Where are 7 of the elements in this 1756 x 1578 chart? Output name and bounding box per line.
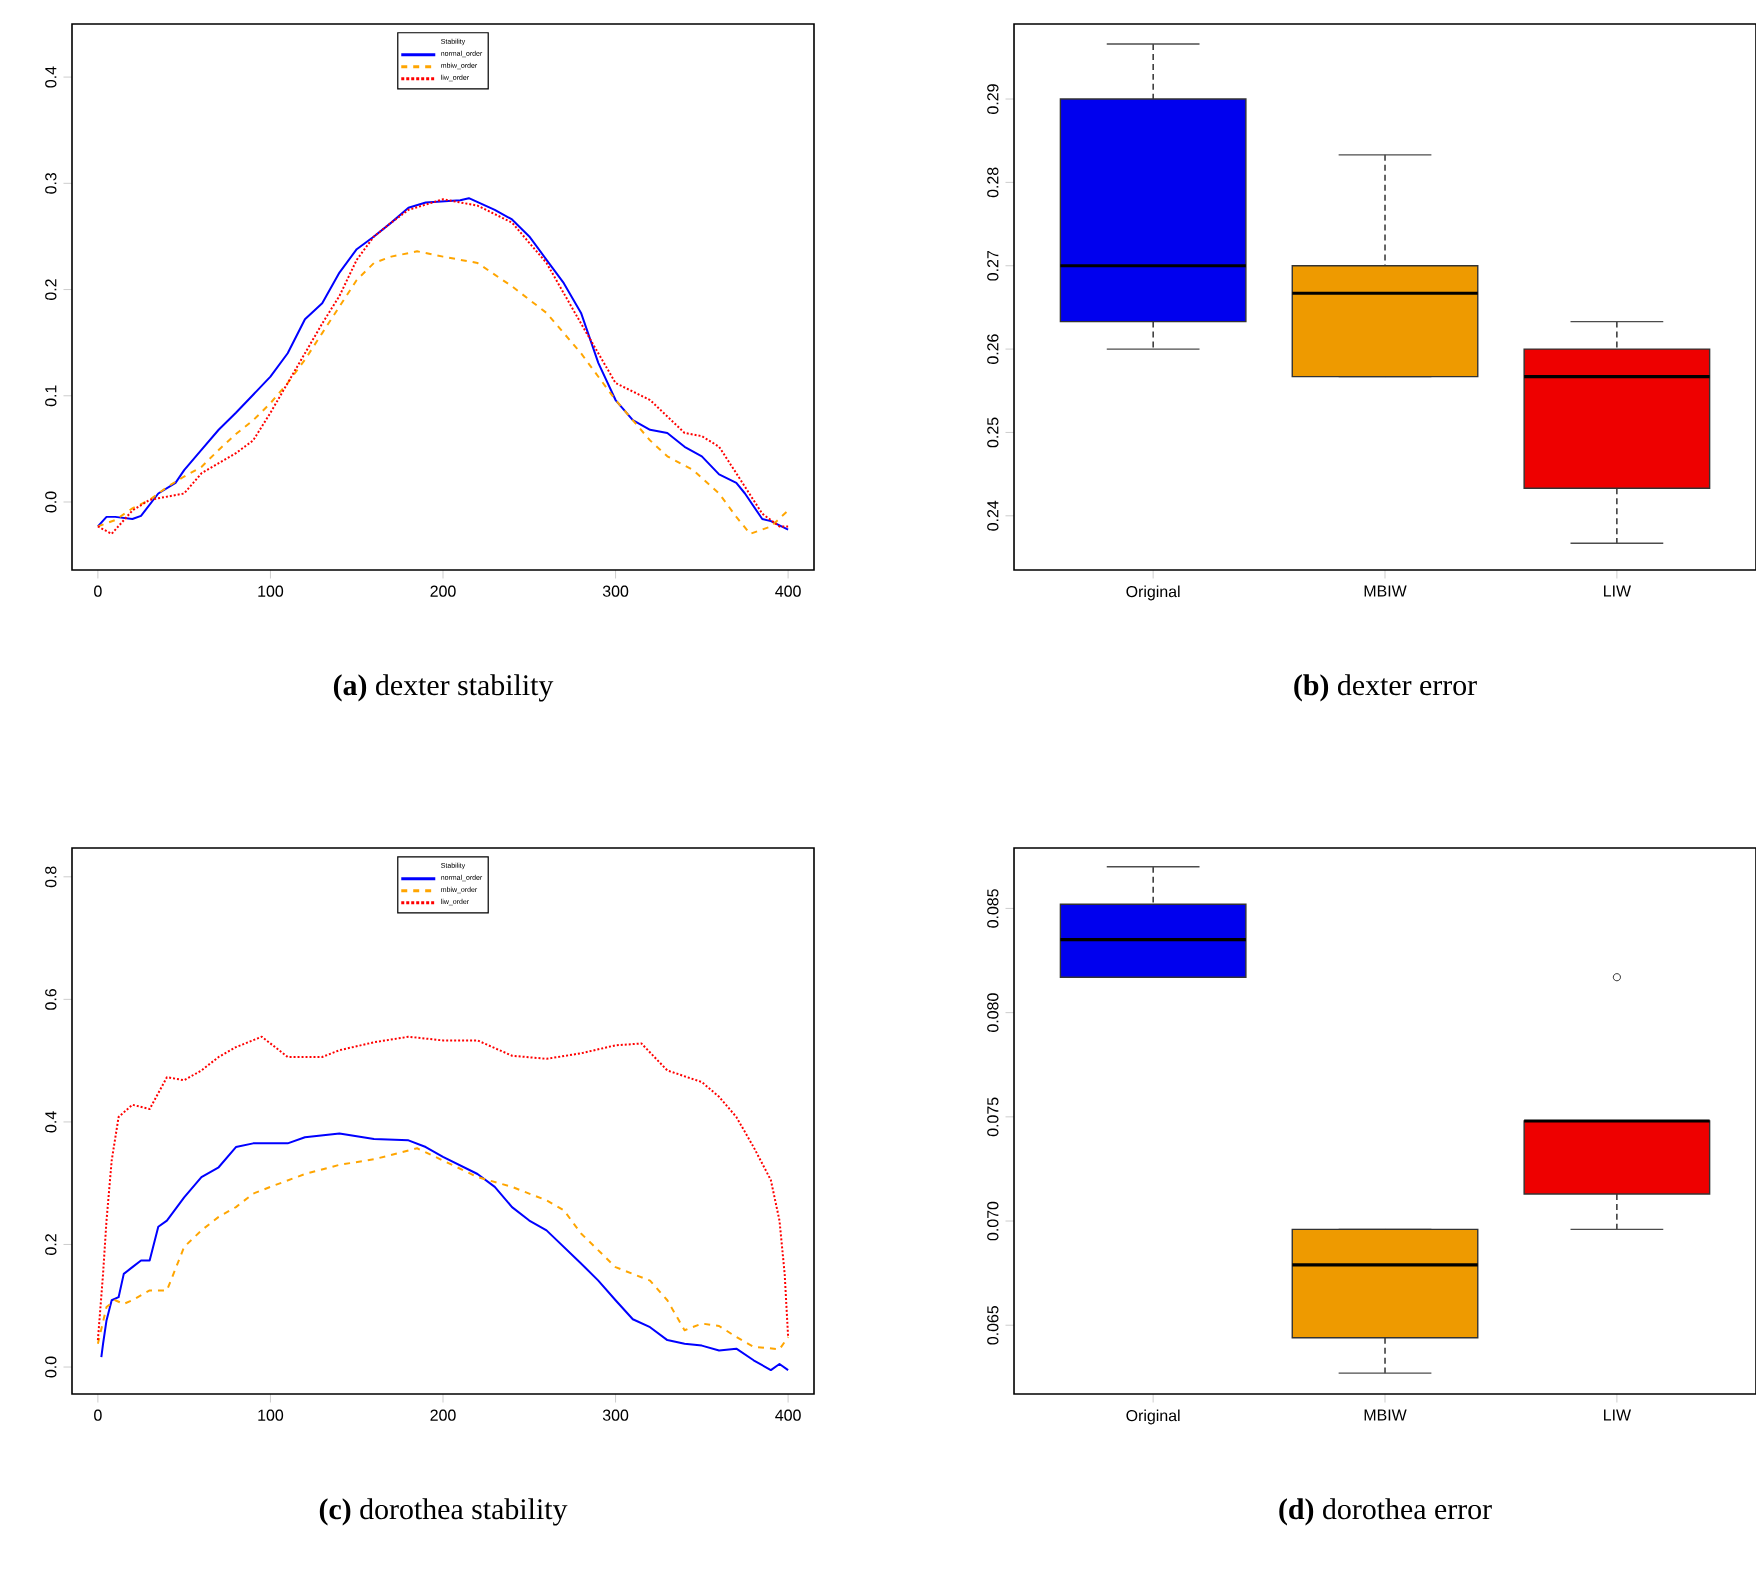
line-series [96, 1147, 790, 1351]
text: (d) dorothea error [1279, 1498, 1492, 1526]
line-series [96, 250, 790, 535]
text: (b) dexter error [1294, 674, 1477, 702]
text: (a) dexter stability [333, 674, 554, 702]
line-series [96, 1035, 790, 1342]
text: (c) dorothea stability [319, 1498, 568, 1526]
